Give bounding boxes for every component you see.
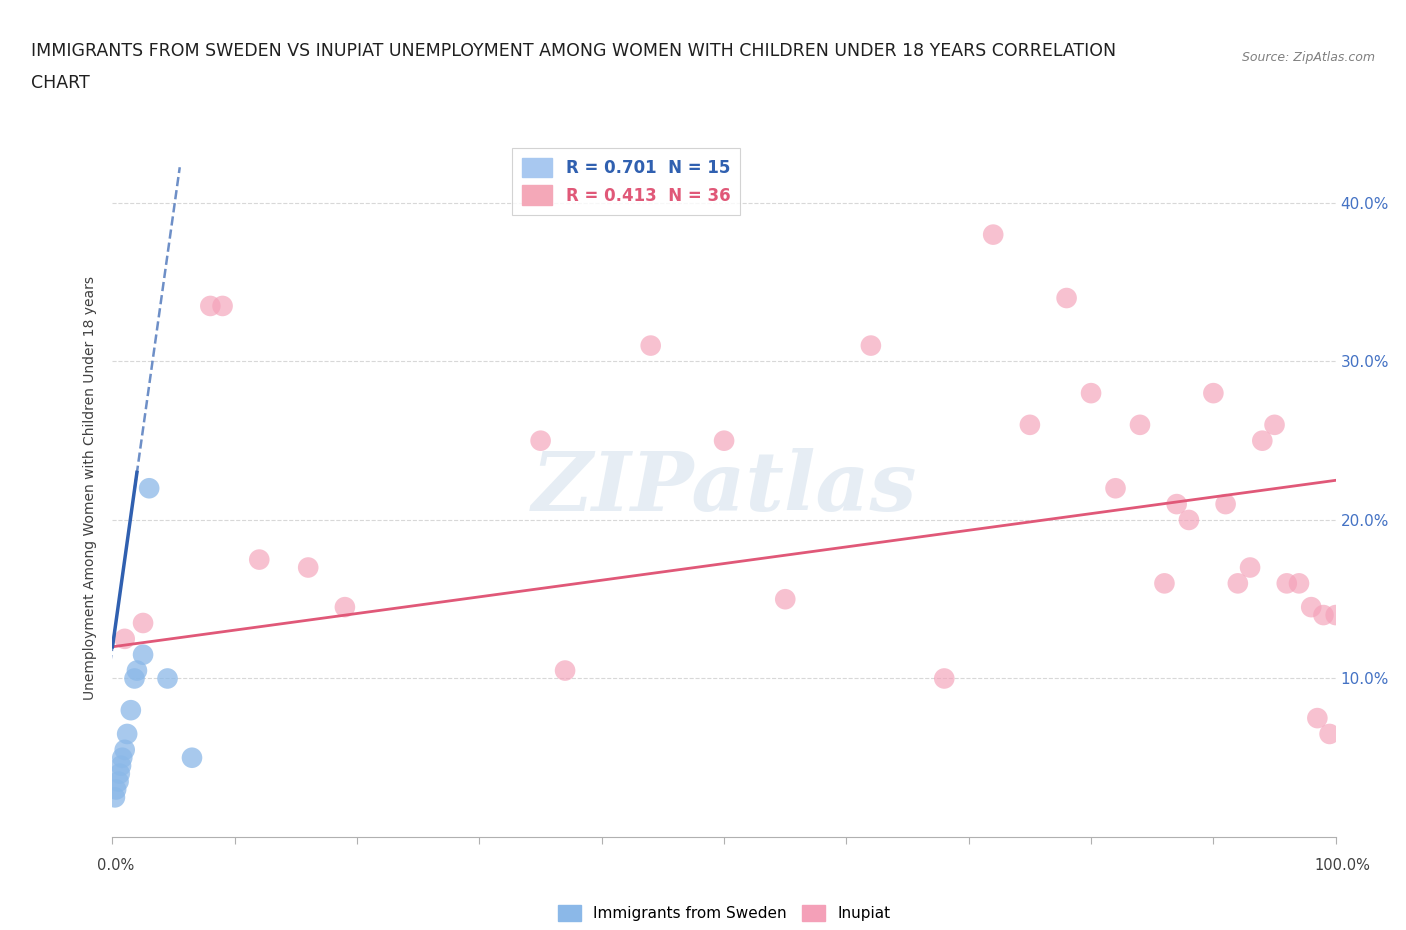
Point — [1275, 576, 1298, 591]
Point — [1264, 418, 1286, 432]
Point — [1153, 576, 1175, 591]
Point — [111, 751, 134, 765]
Point — [333, 600, 356, 615]
Point — [1324, 607, 1347, 622]
Point — [1056, 290, 1078, 305]
Point — [1202, 386, 1225, 401]
Point — [297, 560, 319, 575]
Point — [1239, 560, 1261, 575]
Point — [1018, 418, 1040, 432]
Point — [775, 591, 797, 606]
Legend: R = 0.701  N = 15, R = 0.413  N = 36: R = 0.701 N = 15, R = 0.413 N = 36 — [512, 148, 740, 215]
Point — [110, 758, 132, 773]
Point — [1251, 433, 1274, 448]
Point — [104, 790, 127, 804]
Point — [114, 742, 136, 757]
Text: IMMIGRANTS FROM SWEDEN VS INUPIAT UNEMPLOYMENT AMONG WOMEN WITH CHILDREN UNDER 1: IMMIGRANTS FROM SWEDEN VS INUPIAT UNEMPL… — [31, 42, 1116, 60]
Point — [247, 552, 270, 567]
Y-axis label: Unemployment Among Women with Children Under 18 years: Unemployment Among Women with Children U… — [83, 276, 97, 700]
Point — [1301, 600, 1323, 615]
Point — [934, 671, 956, 686]
Text: CHART: CHART — [31, 74, 90, 92]
Point — [124, 671, 146, 686]
Point — [1226, 576, 1249, 591]
Point — [211, 299, 233, 313]
Point — [529, 433, 551, 448]
Text: 0.0%: 0.0% — [97, 857, 134, 872]
Point — [981, 227, 1004, 242]
Text: Source: ZipAtlas.com: Source: ZipAtlas.com — [1241, 51, 1375, 64]
Point — [1080, 386, 1102, 401]
Point — [1288, 576, 1310, 591]
Point — [1312, 607, 1334, 622]
Point — [554, 663, 576, 678]
Point — [105, 782, 128, 797]
Point — [132, 616, 155, 631]
Text: 100.0%: 100.0% — [1315, 857, 1371, 872]
Point — [1319, 726, 1341, 741]
Point — [640, 339, 662, 353]
Point — [114, 631, 136, 646]
Point — [859, 339, 882, 353]
Point — [1306, 711, 1329, 725]
Point — [1215, 497, 1237, 512]
Point — [115, 726, 138, 741]
Point — [713, 433, 735, 448]
Point — [156, 671, 179, 686]
Point — [1129, 418, 1152, 432]
Point — [1104, 481, 1126, 496]
Point — [1166, 497, 1188, 512]
Point — [120, 703, 142, 718]
Point — [1178, 512, 1201, 527]
Point — [200, 299, 222, 313]
Point — [181, 751, 204, 765]
Point — [138, 481, 160, 496]
Point — [125, 663, 148, 678]
Point — [132, 647, 155, 662]
Point — [107, 774, 129, 789]
Point — [108, 766, 131, 781]
Text: ZIPatlas: ZIPatlas — [531, 448, 917, 528]
